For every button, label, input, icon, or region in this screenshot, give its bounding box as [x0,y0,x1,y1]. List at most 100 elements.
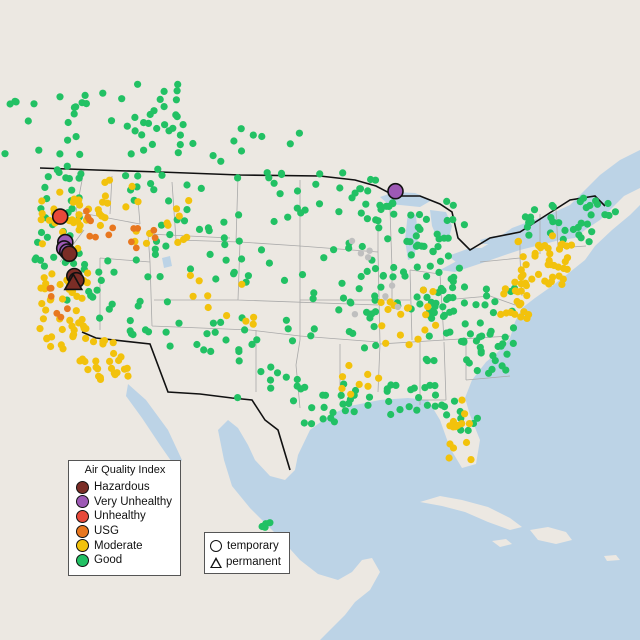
monitor-point [50,253,58,261]
monitor-point [521,213,530,221]
monitor-point [336,184,344,192]
monitor-point [394,303,401,311]
monitor-point [466,330,474,338]
monitor-point [78,315,86,324]
monitor-point [258,132,266,141]
monitor-point [43,233,52,241]
monitor-point [73,292,81,300]
monitor-point [204,224,212,232]
unhealthy-swatch [76,509,89,523]
monitor-point [172,96,180,104]
monitor-point [414,335,422,343]
monitor-point [425,332,433,340]
monitor-point [284,325,292,333]
monitor-point [424,303,432,311]
monitor-point [38,300,46,308]
monitor-point [407,211,415,219]
monitor-point [101,178,109,186]
monitor-point [124,372,132,380]
monitor-point [179,235,188,244]
monitor-point [211,328,219,336]
monitor-point [422,215,430,223]
monitor-point [338,279,346,287]
monitor-point [423,293,431,301]
monitor-point [134,198,142,206]
monitor-point [293,204,301,212]
monitor-point [491,298,499,306]
monitor-point [362,200,370,208]
monitor-point [204,292,212,300]
monitor-point [30,100,38,108]
monitor-point [577,219,585,227]
monitor-point [257,246,266,254]
monitor-point [123,122,131,130]
monitor-point [180,217,189,225]
monitor-point [364,370,372,378]
monitor-point [488,365,496,373]
monitor-point [72,133,80,141]
monitor-point [127,238,135,246]
monitor-point [579,194,588,202]
monitor-point [238,280,246,288]
monitor-point [379,272,387,280]
monitor-point [501,333,509,341]
monitor-point [577,234,585,242]
baja-california [108,380,166,478]
highlighted-monitors [51,182,404,291]
monitor-point [132,256,140,264]
hazardous-monitor [63,272,84,291]
monitor-point [76,221,84,229]
monitor-point [514,238,522,246]
monitor-point [35,146,43,154]
very-unhealthy-monitor [387,182,404,200]
good-swatch [76,553,89,567]
monitor-point [519,271,527,279]
monitor-point [212,275,220,283]
puerto-rico [604,555,620,561]
monitor-point [545,256,553,265]
monitor-point [174,238,182,246]
monitor-point [58,295,67,303]
monitor-point [204,303,212,312]
monitor-point [56,280,64,289]
monitor-point [443,197,451,205]
monitor-point [173,87,181,95]
monitor-point [450,273,458,281]
monitor-point [583,220,592,228]
monitor-point [531,249,539,257]
monitor-point [385,397,393,406]
monitor-point [604,199,612,208]
monitor-point [267,363,275,371]
monitor-point [339,169,347,177]
monitor-point [413,406,421,414]
monitor-point [257,368,265,376]
monitor-point [86,232,94,240]
monitor-point [234,394,242,402]
monitor-point [235,347,243,356]
monitor-point [110,268,118,276]
monitor-point [345,361,353,370]
monitor-point [310,325,318,333]
monitor-point [195,225,204,233]
monitor-point [40,262,49,270]
lake-ontario [480,236,502,244]
monitor-point [307,420,316,428]
circle-icon [210,540,222,552]
monitor-point [222,256,230,264]
monitor-point [108,300,116,308]
monitor-point [83,279,91,287]
monitor-point [175,319,183,327]
monitor-point [58,325,66,334]
monitor-point [37,216,45,224]
monitor-point [56,188,64,196]
monitor-point [131,127,139,135]
monitor-point [348,237,356,245]
monitor-point [450,397,459,405]
monitor-point [444,234,452,242]
monitor-point [134,225,142,232]
monitor-point [423,401,431,409]
triangle-icon [210,556,222,568]
lake-erie [448,248,482,262]
monitor-point [70,259,78,268]
monitor-point [337,391,345,399]
